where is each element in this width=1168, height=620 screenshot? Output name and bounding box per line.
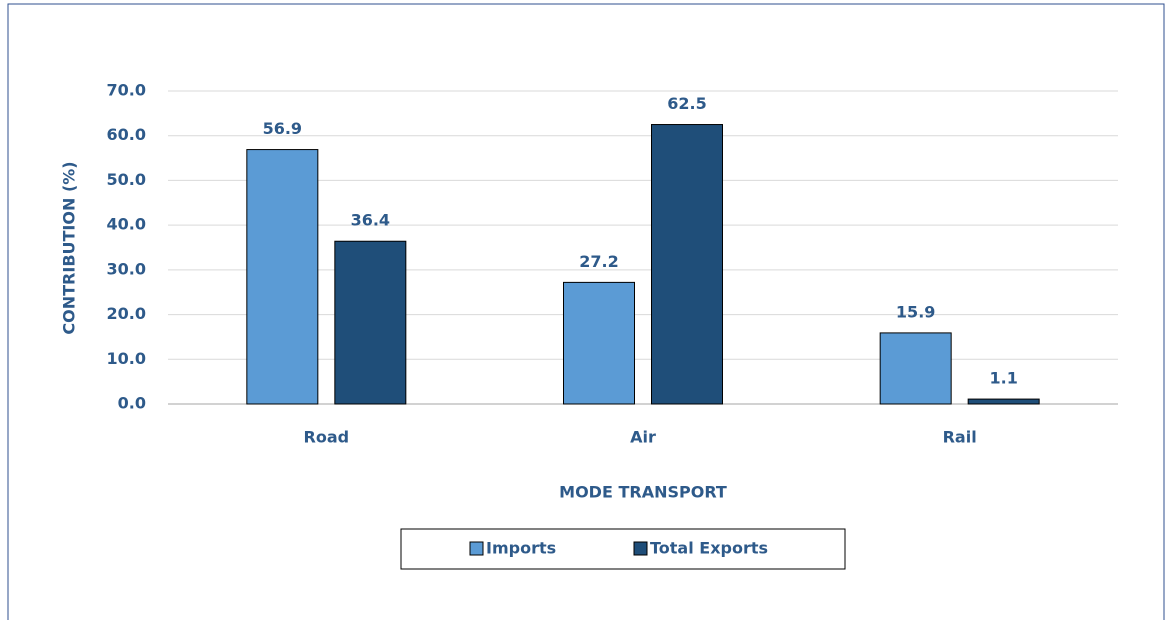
y-tick-label: 40.0 — [107, 215, 146, 234]
chart-border — [7, 3, 1165, 620]
data-label: 56.9 — [263, 119, 302, 138]
y-tick-label: 70.0 — [107, 81, 146, 100]
y-tick-label: 30.0 — [107, 259, 146, 278]
data-label: 15.9 — [896, 302, 935, 321]
bar — [334, 240, 407, 405]
bar — [563, 281, 635, 405]
legend-box — [400, 528, 846, 570]
y-tick-label: 0.0 — [118, 394, 146, 413]
data-label: 1.1 — [989, 369, 1017, 388]
x-tick-label: Rail — [943, 428, 977, 447]
bar — [651, 124, 723, 405]
data-label: 62.5 — [667, 94, 706, 113]
bar — [246, 149, 319, 405]
x-axis-title: MODE TRANSPORT — [559, 483, 727, 502]
y-axis-title: CONTRIBUTION (%) — [60, 161, 79, 334]
legend-swatch — [469, 541, 484, 556]
y-tick-label: 50.0 — [107, 170, 146, 189]
legend-swatch — [633, 541, 648, 556]
data-label: 36.4 — [351, 211, 390, 230]
legend-label: Total Exports — [650, 539, 768, 558]
y-tick-label: 20.0 — [107, 304, 146, 323]
y-tick-label: 10.0 — [107, 349, 146, 368]
data-label: 27.2 — [579, 252, 618, 271]
bar — [879, 332, 952, 405]
x-tick-label: Road — [304, 428, 350, 447]
bar — [967, 398, 1040, 405]
legend-label: Imports — [486, 539, 556, 558]
x-tick-label: Air — [630, 428, 656, 447]
y-tick-label: 60.0 — [107, 125, 146, 144]
